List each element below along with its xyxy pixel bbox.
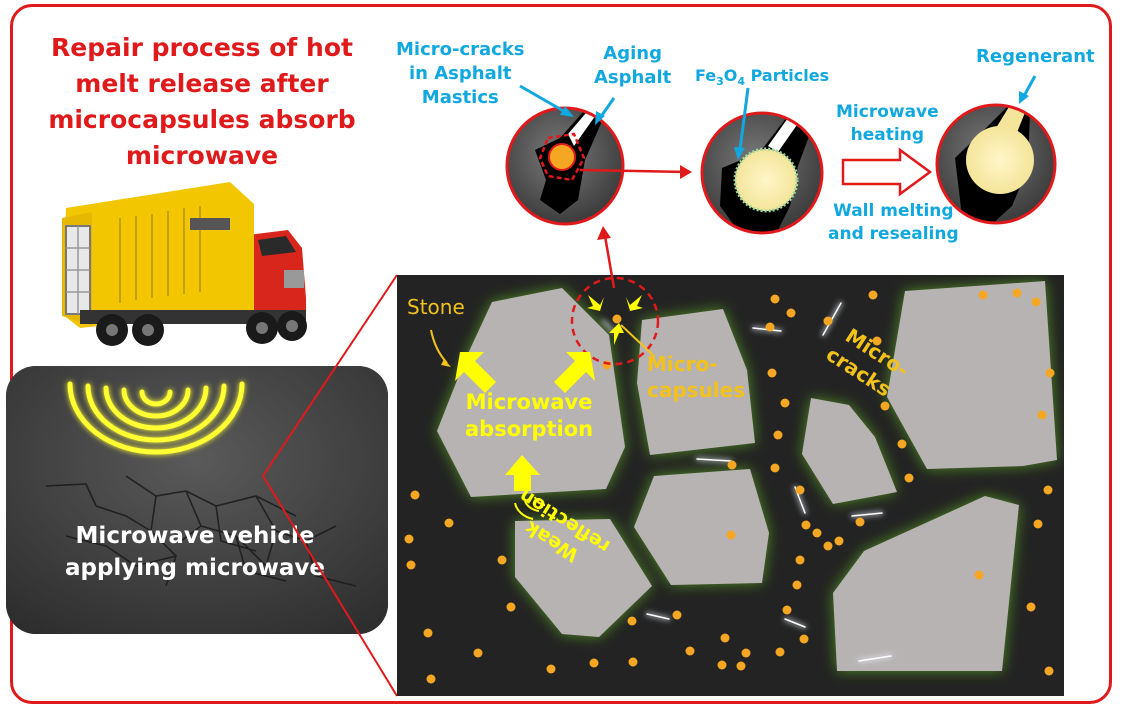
scene-graphics: [404, 276, 1057, 684]
microwave-absorption-line-1: Microwave: [465, 390, 593, 414]
micro-capsules-line-1: Micro-: [647, 352, 718, 376]
stone: [887, 281, 1057, 469]
micro-capsules-label: Micro- capsules: [647, 351, 745, 403]
aging-asphalt-line-2: Asphalt: [594, 67, 672, 88]
stone-label: Stone: [407, 295, 465, 319]
arrow-up: [505, 455, 540, 491]
fe3o4-sub-4: 4: [737, 75, 746, 89]
figure-border: [10, 4, 1112, 704]
arrow-down-left: [554, 352, 595, 393]
highlight-circle: [570, 276, 660, 366]
wall-melting-line-1: Wall melting: [833, 201, 954, 221]
micro-capsules-line-2: capsules: [647, 378, 746, 402]
micro-cracks-mastics-line-2: in Asphalt: [409, 63, 512, 84]
road-caption: Microwave vehicle applying microwave: [20, 520, 370, 584]
hollow-arrow: [841, 147, 933, 197]
microwave-heating-line-2: heating: [850, 125, 925, 145]
microwave-heating-line-1: Microwave: [836, 102, 939, 122]
stone: [515, 519, 652, 637]
stone: [437, 288, 625, 497]
road-photo-panel: [6, 366, 388, 634]
aging-asphalt-line-1: Aging: [603, 43, 662, 64]
fe3o4-particles: Particles: [745, 66, 830, 85]
regenerant-label: Regenerant: [976, 46, 1095, 67]
title-line-2: melt release after: [75, 69, 329, 98]
cracked-asphalt-texture: [6, 366, 388, 634]
stone: [833, 496, 1019, 671]
stone: [634, 469, 769, 585]
asphalt-mixture-scene: Stone Microwave absorption Micro- capsul…: [397, 275, 1064, 696]
repair-process-diagram: [505, 75, 1057, 289]
microwave-absorption-line-2: absorption: [465, 417, 594, 441]
aging-asphalt-label: Aging Asphalt: [594, 42, 671, 90]
stone: [802, 398, 897, 504]
road-caption-line-1: Microwave vehicle: [75, 523, 315, 549]
micro-cracks-mastics-line-1: Micro-cracks: [396, 39, 525, 60]
wall-melting-line-2: and resealing: [828, 224, 959, 244]
fe3o4-sub-3: 3: [716, 75, 724, 89]
title-line-4: microwave: [125, 141, 279, 170]
wall-melting-label: Wall melting and resealing: [828, 200, 959, 246]
microwave-vehicle-illustration: [40, 178, 310, 353]
microwave-absorption-label: Microwave absorption: [465, 389, 593, 443]
fe3o4-fe: Fe: [695, 66, 717, 85]
fe3o4-label: Fe3O4 Particles: [695, 66, 829, 88]
micro-cracks-mastics-line-3: Mastics: [421, 87, 499, 108]
stone: [637, 309, 755, 455]
fe3o4-o: O: [723, 66, 738, 85]
microwave-heating-label: Microwave heating: [836, 101, 939, 147]
road-caption-line-2: applying microwave: [64, 555, 326, 581]
title-line-1: Repair process of hot: [51, 33, 353, 62]
figure-title: Repair process of hot melt release after…: [18, 30, 386, 174]
title-line-3: microcapsules absorb: [48, 105, 356, 134]
arrow-down-right: [455, 352, 496, 393]
micro-cracks-mastics-label: Micro-cracks in Asphalt Mastics: [396, 38, 525, 110]
